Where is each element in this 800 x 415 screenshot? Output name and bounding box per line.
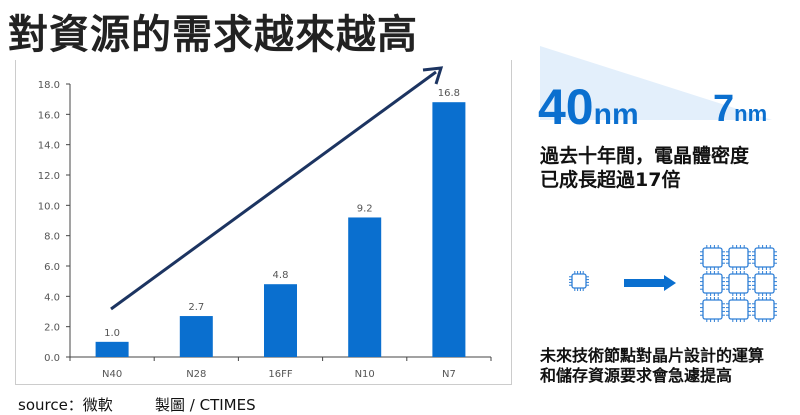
bar <box>348 217 382 357</box>
x-tick-label: 16FF <box>268 369 292 380</box>
chip-icon <box>726 297 751 322</box>
data-label: 1.0 <box>104 328 120 339</box>
data-label: 4.8 <box>273 270 289 281</box>
chip-icon <box>569 271 589 291</box>
source-note: source：微軟 <box>18 396 113 414</box>
density-text-2: 已成長超過17倍 <box>540 169 681 191</box>
x-tick-label: N28 <box>186 369 206 380</box>
chart-frame: 0.0 2.0 4.0 6.0 8.0 10.0 12.0 14.0 16.0 18.0 1.0 N4… <box>15 60 512 385</box>
chip-icon <box>726 245 751 270</box>
y-tick-label: 18.0 <box>38 80 60 91</box>
demand-text-2: 和儲存資源要求會急遽提高 <box>540 366 733 385</box>
chip-illustration <box>569 245 777 322</box>
node-from: 40nm <box>538 79 639 135</box>
density-text-1: 過去十年間，電晶體密度 <box>540 145 750 167</box>
y-tick-label: 4.0 <box>44 292 60 303</box>
y-tick-label: 16.0 <box>38 110 60 121</box>
y-tick-label: 0.0 <box>44 353 60 364</box>
bar <box>95 341 129 357</box>
bar-chart: 0.0 2.0 4.0 6.0 8.0 10.0 12.0 14.0 16.0 18.0 1.0 N4… <box>38 66 492 380</box>
chip-icon <box>752 245 777 270</box>
demand-text-1: 未來技術節點對晶片設計的運算 <box>540 346 765 365</box>
y-tick-label: 2.0 <box>44 323 60 334</box>
credit-note: 製圖 / CTIMES <box>155 396 256 414</box>
chip-icon <box>752 271 777 296</box>
chip-icon <box>752 297 777 322</box>
y-tick-label: 10.0 <box>38 201 60 212</box>
data-label: 9.2 <box>357 203 373 214</box>
arrow-right-icon <box>624 275 676 291</box>
data-label: 2.7 <box>188 302 204 313</box>
x-tick-label: N7 <box>442 369 456 380</box>
trend-arrow <box>110 70 437 311</box>
chip-icon <box>700 245 725 270</box>
y-tick-label: 8.0 <box>44 232 60 243</box>
x-tick-label: N40 <box>102 369 122 380</box>
chip-icon <box>726 271 751 296</box>
bar <box>264 284 297 357</box>
trend-arrowhead <box>422 66 444 85</box>
bar <box>179 316 213 357</box>
y-tick-label: 12.0 <box>38 171 60 182</box>
x-tick-label: N10 <box>355 369 375 380</box>
y-tick-label: 14.0 <box>38 141 60 152</box>
shrink-triangle <box>540 46 772 120</box>
y-tick-label: 6.0 <box>44 262 60 273</box>
bar <box>432 102 466 357</box>
chip-icon <box>700 297 725 322</box>
chip-icon <box>700 271 725 296</box>
data-label: 16.8 <box>438 88 460 99</box>
node-to: 7nm <box>713 88 768 130</box>
page-title: 對資源的需求越來越高 <box>8 12 418 58</box>
